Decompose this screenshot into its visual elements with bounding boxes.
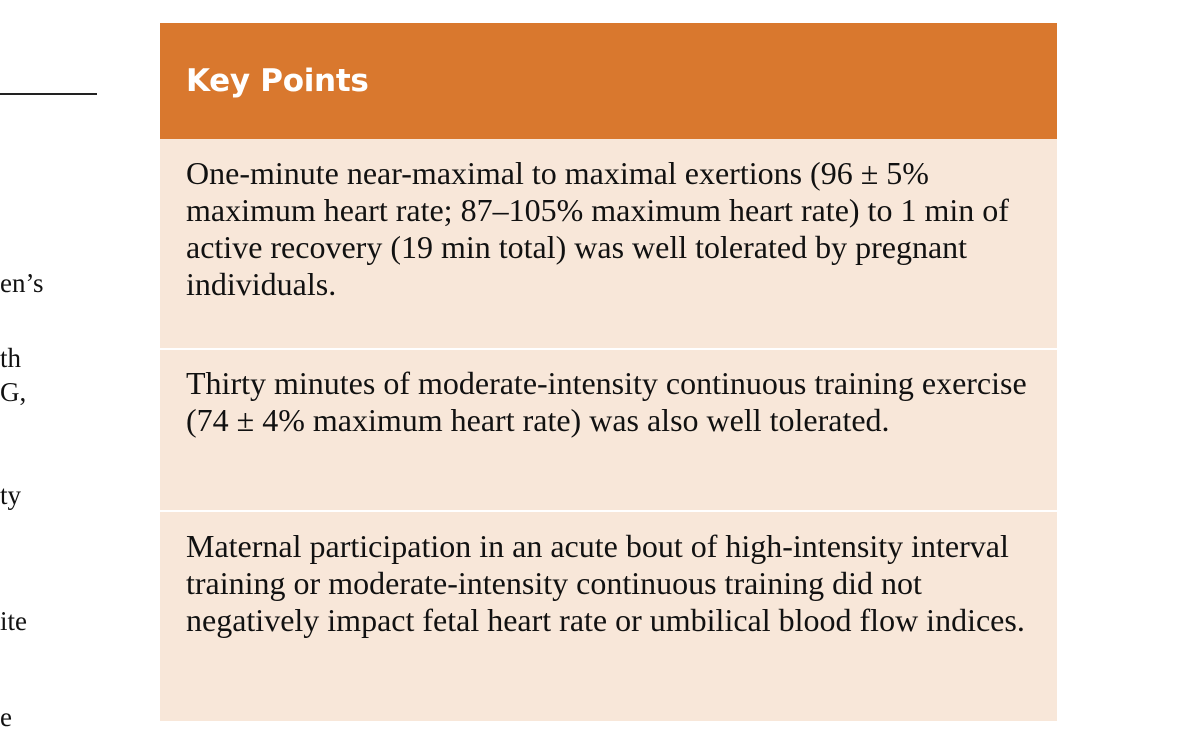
text-fragment: ite [0,606,27,636]
text-fragment: e [0,702,12,732]
key-point-text: One-minute near-maximal to maximal exert… [186,155,1009,302]
item-divider [160,348,1057,350]
adjacent-column-fragment: en’s th G, ty ite e [0,0,120,750]
key-point-text: Thirty minutes of moderate-intensity con… [186,365,1027,438]
text-fragment: en’s [0,268,44,298]
text-fragment: ty [0,480,22,510]
key-points-box: Key Points One-minute near-maximal to ma… [160,23,1057,721]
key-point-text: Maternal participation in an acute bout … [186,528,1025,638]
key-point-item: Maternal participation in an acute bout … [160,528,1057,639]
text-fragment: G, [0,377,27,407]
text-fragment: th [0,343,22,373]
key-point-item: Thirty minutes of moderate-intensity con… [160,365,1057,439]
item-divider [160,510,1057,512]
key-points-header: Key Points [160,23,1057,139]
key-points-title: Key Points [186,63,369,99]
key-point-item: One-minute near-maximal to maximal exert… [160,155,1057,303]
column-rule [0,93,97,95]
